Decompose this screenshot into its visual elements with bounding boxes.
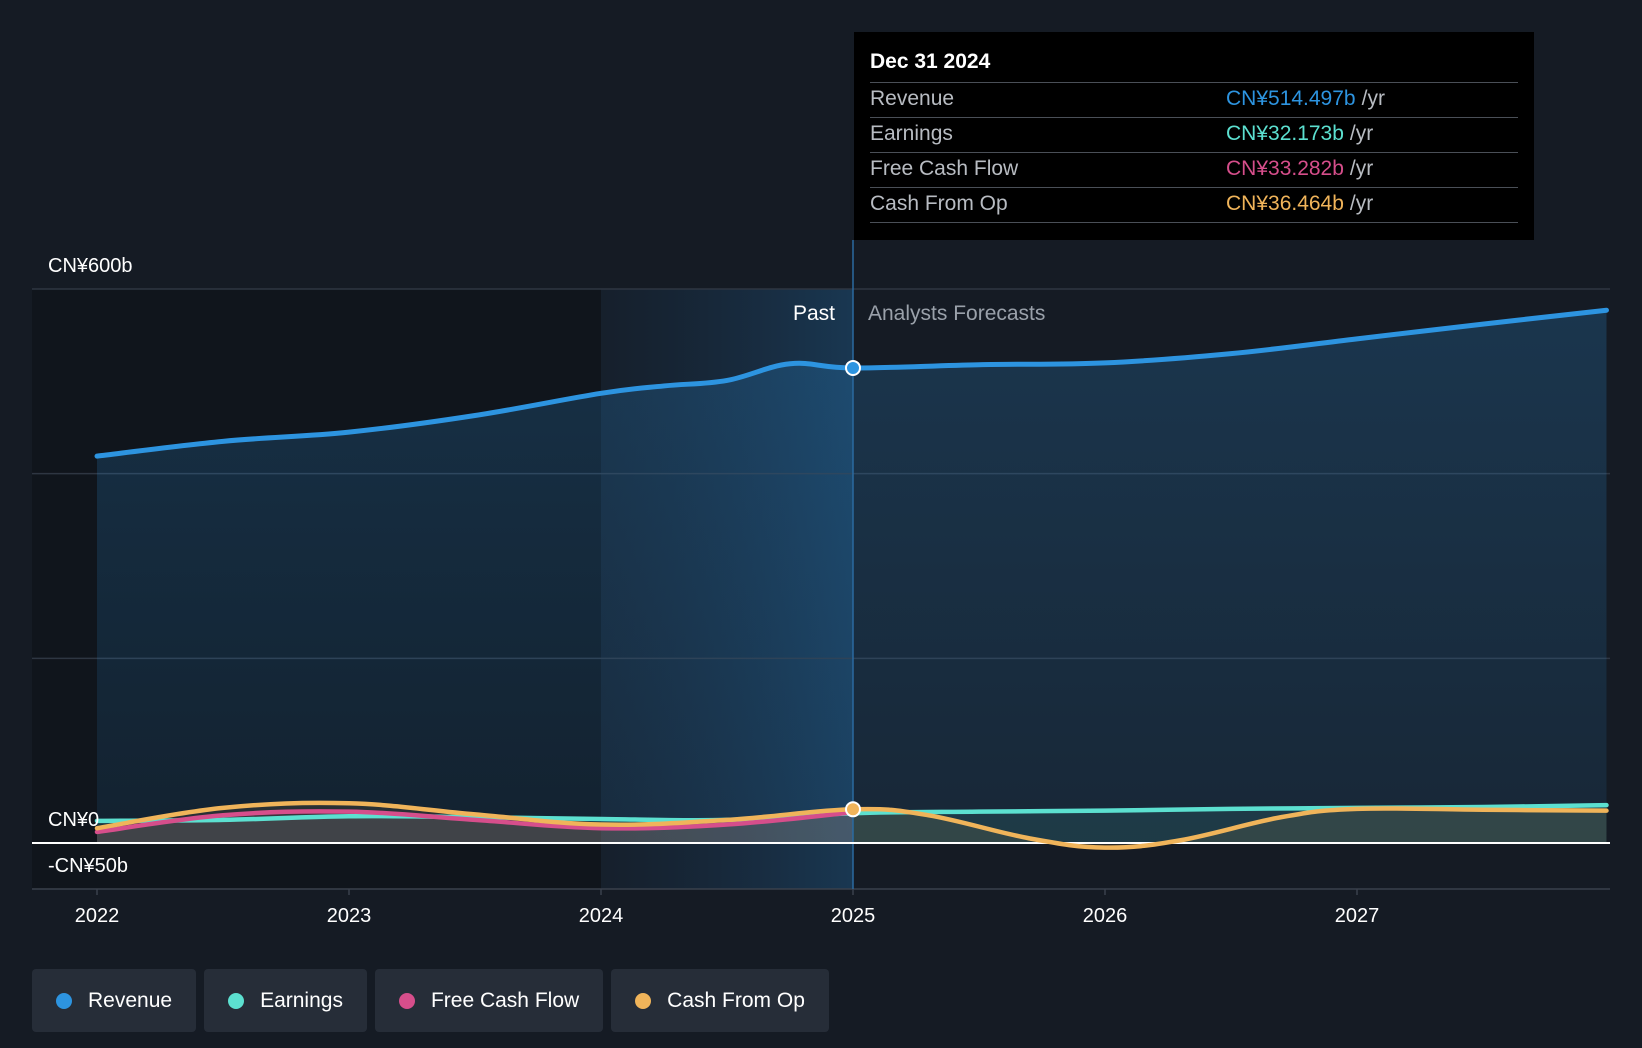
tooltip-earnings-unit: /yr [1349, 122, 1374, 145]
legend-label: Cash From Op [667, 988, 805, 1012]
tooltip-fcf-value: CN¥33.282b [1226, 157, 1344, 180]
forecast-label: Analysts Forecasts [868, 302, 1045, 325]
x-tick-label: 2027 [1335, 905, 1380, 927]
revenue-marker [845, 359, 861, 376]
x-tick-label: 2025 [831, 905, 876, 927]
legend-item-free-cash-flow[interactable]: Free Cash Flow [374, 969, 604, 1032]
tooltip-cfo-value: CN¥36.464b [1226, 192, 1344, 215]
y-axis-bottom-label: -CN¥50b [48, 855, 128, 877]
tooltip-earnings-label: Earnings [870, 122, 953, 145]
free-cash-flow-dot-icon [398, 992, 415, 1009]
tooltip-fcf-unit: /yr [1349, 157, 1374, 180]
tooltip-revenue-label: Revenue [870, 87, 955, 110]
revenue-area [97, 310, 1607, 843]
cash-from-op-dot-icon [635, 992, 652, 1009]
x-tick-label: 2024 [579, 905, 624, 927]
legend-item-earnings[interactable]: Earnings [204, 969, 367, 1032]
legend-label: Earnings [260, 988, 343, 1012]
tooltip-cfo-label: Cash From Op [870, 192, 1008, 215]
series-line-cash-from-op [94, 800, 1609, 850]
cash-from-op-marker [845, 801, 861, 818]
tooltip-row-earnings: Earnings CN¥32.173b /yr [870, 118, 1518, 153]
tooltip-cfo-unit: /yr [1349, 192, 1374, 215]
tooltip-row-revenue: Revenue CN¥514.497b /yr [870, 83, 1518, 118]
series-line-free-cash-flow [94, 809, 856, 835]
tooltip-revenue-value: CN¥514.497b [1226, 87, 1356, 110]
legend-label: Free Cash Flow [430, 988, 580, 1012]
x-tick-label: 2026 [1083, 905, 1128, 927]
earnings-dot-icon [228, 992, 245, 1009]
y-axis-zero-label: CN¥0 [48, 809, 99, 831]
tooltip-row-cash-from-op: Cash From Op CN¥36.464b /yr [870, 188, 1518, 223]
series-area-earnings [97, 805, 1607, 843]
hover-tooltip: Dec 31 2024 Revenue CN¥514.497b /yr Earn… [854, 32, 1534, 240]
tooltip-earnings-value: CN¥32.173b [1226, 122, 1344, 145]
tooltip-fcf-label: Free Cash Flow [870, 157, 1019, 180]
chart-legend: Revenue Earnings Free Cash Flow Cash Fro… [32, 969, 829, 1032]
tooltip-row-free-cash-flow: Free Cash Flow CN¥33.282b /yr [870, 153, 1518, 188]
tooltip-revenue-unit: /yr [1361, 87, 1385, 110]
x-tick-label: 2023 [327, 905, 372, 927]
x-tick-label: 2022 [75, 905, 120, 927]
past-label: Past [793, 302, 835, 325]
y-axis-top-label: CN¥600b [48, 255, 133, 277]
series-line-revenue [94, 307, 1609, 459]
tooltip-date: Dec 31 2024 [870, 46, 1518, 83]
legend-item-revenue[interactable]: Revenue [32, 969, 197, 1032]
revenue-dot-icon [56, 992, 72, 1009]
series-area-cash-from-op [97, 802, 1607, 848]
legend-label: Revenue [88, 988, 173, 1012]
legend-item-cash-from-op[interactable]: Cash From Op [611, 969, 829, 1032]
